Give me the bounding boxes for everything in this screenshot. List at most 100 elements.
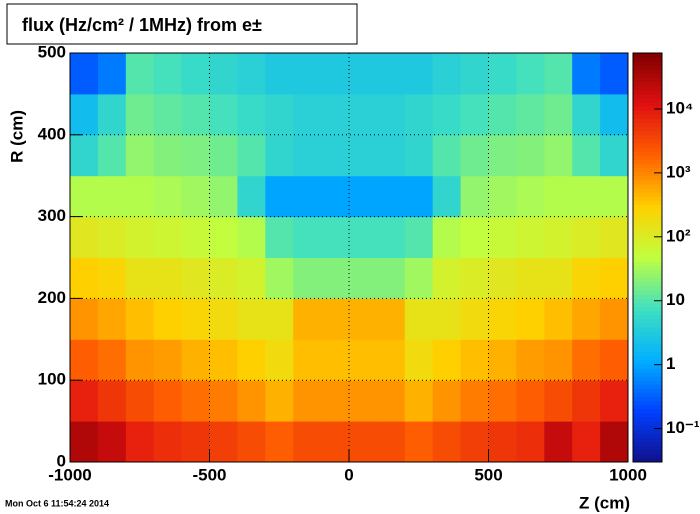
heatmap-cell <box>237 380 266 422</box>
colorbar-step <box>633 53 662 58</box>
colorbar-step <box>633 331 662 336</box>
plot-frame <box>69 52 629 463</box>
colorbar-step <box>633 167 662 173</box>
heatmap-cell <box>209 175 238 218</box>
heatmap-cell <box>349 134 378 177</box>
heatmap-cell <box>376 257 406 299</box>
heatmap-cell <box>544 216 573 258</box>
heatmap-cell <box>153 380 183 422</box>
heatmap-cell <box>349 298 378 340</box>
heatmap-cell <box>544 53 573 95</box>
heatmap-cell <box>153 421 183 463</box>
colorbar-step <box>633 372 662 377</box>
heatmap-cell <box>70 134 99 177</box>
heatmap-cell <box>293 93 322 136</box>
heatmap-cell <box>349 421 378 463</box>
colorbar-step <box>633 335 662 340</box>
colorbar-step <box>633 417 662 422</box>
heatmap-cell <box>237 93 266 136</box>
colorbar-tick-label: 10³ <box>666 162 691 181</box>
colorbar-step <box>633 245 662 250</box>
heatmap-cell <box>516 93 545 136</box>
colorbar-step <box>633 355 662 361</box>
heatmap-cell <box>209 134 238 177</box>
colorbar-step <box>633 449 662 455</box>
colorbar-step <box>633 445 662 451</box>
colorbar-step <box>633 388 662 393</box>
heatmap-cell <box>321 175 350 218</box>
heatmap-cell <box>209 380 238 422</box>
x-tick-label: 1000 <box>609 465 647 484</box>
heatmap-cell <box>600 93 629 136</box>
heatmap-cell <box>125 175 155 218</box>
colorbar-step <box>633 163 662 169</box>
colorbar-step <box>633 212 662 218</box>
heatmap-cell <box>544 380 573 422</box>
heatmap-cell <box>516 53 545 95</box>
y-tick-label: 300 <box>38 206 66 225</box>
heatmap-cell <box>153 216 183 258</box>
heatmap-cell <box>265 421 294 463</box>
colorbar-step <box>633 159 662 164</box>
heatmap-cell <box>181 380 210 422</box>
colorbar-step <box>633 343 662 348</box>
y-tick-label: 400 <box>38 124 66 143</box>
x-axis-label: Z (cm) <box>579 493 630 512</box>
colorbar-tick-label: 10⁻¹ <box>666 418 700 437</box>
colorbar-step <box>633 351 662 357</box>
colorbar-step <box>633 322 662 328</box>
colorbar-step <box>633 269 662 275</box>
colorbar-step <box>633 277 662 283</box>
heatmap-cell <box>572 421 601 463</box>
title-box <box>6 3 358 45</box>
heatmap-cell <box>600 216 629 258</box>
heatmap-cell <box>572 53 601 95</box>
heatmap-cell <box>488 298 517 340</box>
y-tick-label: 100 <box>38 370 66 389</box>
colorbar-step <box>633 298 662 303</box>
heatmap-cell <box>70 339 99 381</box>
colorbar-step <box>633 89 662 95</box>
heatmap-cell <box>349 175 378 218</box>
heatmap-cell <box>125 93 155 136</box>
chart-title: flux (Hz/cm² / 1MHz) from e± <box>22 15 262 35</box>
colorbar-step <box>633 175 662 181</box>
heatmap-cell <box>321 257 350 299</box>
heatmap-cell <box>460 298 489 340</box>
heatmap-cell <box>293 380 322 422</box>
heatmap-cell <box>321 216 350 258</box>
heatmap-cell <box>125 216 155 258</box>
colorbar-step <box>633 265 662 271</box>
colorbar-step <box>633 232 662 238</box>
heatmap-cell <box>460 175 489 218</box>
colorbar-tick-label: 10⁴ <box>666 98 693 117</box>
heatmap-cell <box>544 339 573 381</box>
colorbar-step <box>633 457 662 463</box>
heatmap-cell <box>376 93 406 136</box>
heatmap-cell <box>125 257 155 299</box>
heatmap-cell <box>181 339 210 381</box>
colorbar-step <box>633 384 662 389</box>
heatmap-cell <box>488 134 517 177</box>
heatmap-cell <box>488 339 517 381</box>
heatmap-cell <box>125 421 155 463</box>
heatmap-cell <box>321 380 350 422</box>
heatmap-cell <box>572 339 601 381</box>
heatmap-cell <box>572 257 601 299</box>
heatmap-cell <box>460 93 489 136</box>
heatmap-cell <box>516 257 545 299</box>
heatmap-cell <box>321 93 350 136</box>
colorbar-step <box>633 151 662 156</box>
heatmap-cell <box>404 93 434 136</box>
heatmap-cell <box>321 298 350 340</box>
x-tick-label: -1000 <box>48 465 91 484</box>
colorbar-step <box>633 396 662 402</box>
heatmap-cell <box>265 134 294 177</box>
colorbar-step <box>633 61 662 66</box>
colorbar-step <box>633 179 662 185</box>
colorbar-step <box>633 196 662 201</box>
colorbar-step <box>633 228 662 234</box>
heatmap-cell <box>293 421 322 463</box>
heatmap-cell <box>153 53 183 95</box>
heatmap-cell <box>70 257 99 299</box>
